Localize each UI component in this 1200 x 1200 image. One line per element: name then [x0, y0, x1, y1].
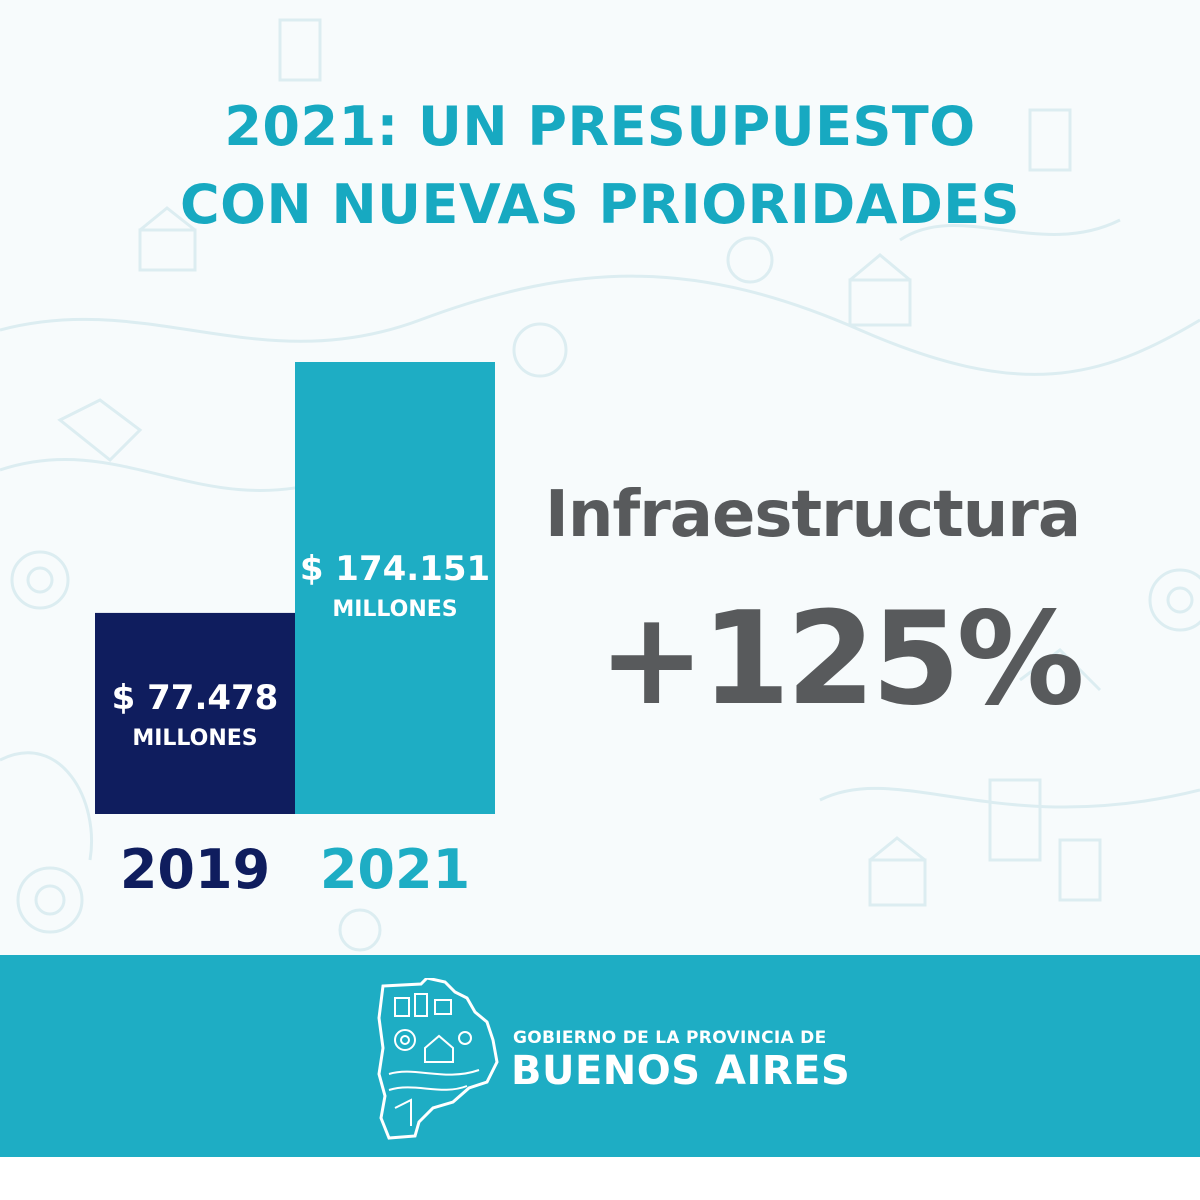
unit-label-2021: MILLONES — [332, 597, 457, 622]
bar-2019 — [95, 612, 295, 814]
page-title: 2021: UN PRESUPUESTO CON NUEVAS PRIORIDA… — [0, 88, 1200, 244]
category-label-2021: 2021 — [320, 838, 470, 901]
sector-label: Infraestructura — [545, 478, 1081, 552]
org-name-line-2: BUENOS AIRES — [511, 1048, 851, 1094]
budget-bar-chart: $ 77.478 MILLONES 2019 $ 174.151 MILLONES 202… — [95, 362, 495, 901]
province-map-icon — [377, 978, 499, 1140]
title-line-1: 2021: UN PRESUPUESTO — [224, 95, 976, 158]
background-pattern — [0, 18, 1200, 952]
value-label-2019: $ 77.478 — [112, 678, 279, 718]
percent-change: +125% — [598, 585, 1085, 734]
unit-label-2019: MILLONES — [132, 726, 257, 751]
org-name-line-1: GOBIERNO DE LA PROVINCIA DE — [513, 1028, 827, 1048]
title-line-2: CON NUEVAS PRIORIDADES — [179, 173, 1021, 236]
category-label-2019: 2019 — [120, 838, 270, 901]
footer-bottom-strip — [0, 1157, 1200, 1200]
value-label-2021: $ 174.151 — [300, 549, 490, 589]
bar-2021 — [295, 362, 495, 814]
footer-band — [0, 955, 1200, 1157]
